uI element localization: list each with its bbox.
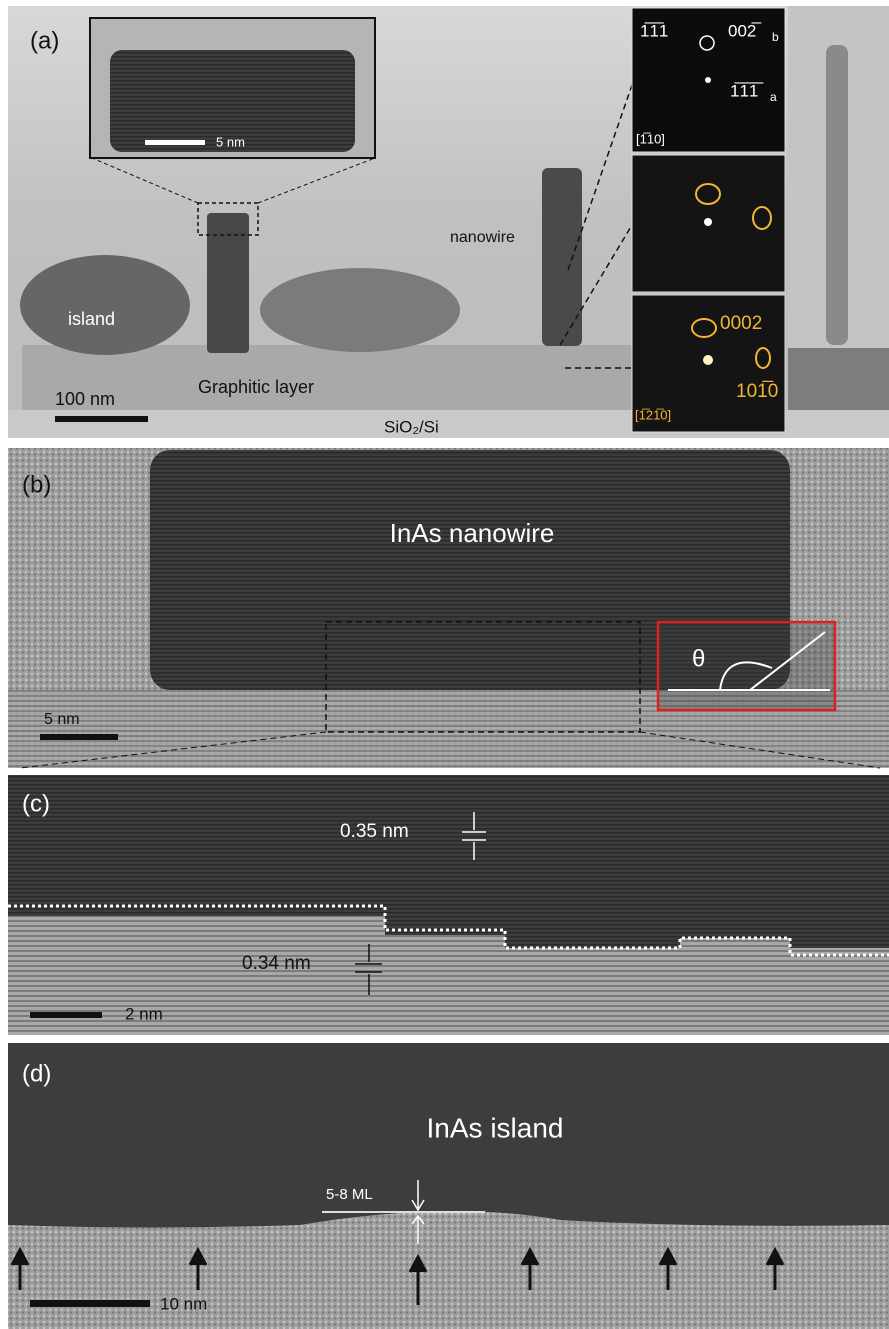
annotation: 0.34 nm <box>242 953 311 974</box>
panel-b: (b) InAs nanowire 5 nm θ <box>8 448 889 768</box>
nanowire <box>826 45 848 345</box>
fft-label: 101̅0 <box>736 381 778 402</box>
annotation: SiO₂/Si <box>384 417 439 436</box>
scale-bar <box>55 416 148 422</box>
scale-label: 100 nm <box>55 389 115 409</box>
panel-label: (a) <box>30 27 59 54</box>
scale-bar <box>30 1300 150 1307</box>
fft-spot <box>705 77 711 83</box>
fft-label: [1̅21̅0] <box>635 407 671 422</box>
fft-label: [1̅10] <box>636 131 665 146</box>
figure: 5 nm (a) nanowire island 100 nm Graphiti… <box>0 0 889 1329</box>
scale-bar <box>30 1012 102 1018</box>
scale-label: 2 nm <box>125 1004 163 1023</box>
panel-label: (c) <box>22 790 50 817</box>
fft-label: 0002 <box>720 313 762 334</box>
scale-label: 5 nm <box>216 134 245 149</box>
panel-d: (d) InAs island 5-8 ML 10 nm <box>8 1043 889 1329</box>
fft-label: 002̅ <box>728 21 761 40</box>
annotation: InAs island <box>427 1112 564 1143</box>
panel-label: (d) <box>22 1060 51 1087</box>
annotation: InAs nanowire <box>390 518 555 548</box>
annotation: nanowire <box>450 229 515 246</box>
scale-bar <box>145 140 205 145</box>
island <box>260 268 460 352</box>
panel-c: (c) 0.35 nm 0.34 nm 2 nm <box>8 775 889 1035</box>
fft-label: 1̅1̅1̅ <box>730 81 763 100</box>
fft-spot <box>703 355 713 365</box>
panel-a: 5 nm (a) nanowire island 100 nm Graphiti… <box>8 6 889 438</box>
graphitic-layer <box>788 348 889 410</box>
annotation: 0.35 nm <box>340 821 409 842</box>
fft-label: 1̅1̅1 <box>640 21 668 40</box>
fft-label: a <box>770 90 777 104</box>
fft-spot <box>704 218 712 226</box>
panel-label: (b) <box>22 471 51 498</box>
island <box>20 255 190 355</box>
scale-label: 10 nm <box>160 1294 207 1313</box>
angle-label: θ <box>692 645 705 672</box>
scale-bar <box>40 734 118 740</box>
annotation: Graphitic layer <box>198 377 314 397</box>
fft-label: b <box>772 30 779 44</box>
nanowire <box>207 213 249 353</box>
scale-label: 5 nm <box>44 711 80 728</box>
annotation: 5-8 ML <box>326 1186 373 1203</box>
annotation: island <box>68 309 115 329</box>
angle-box <box>658 622 835 710</box>
